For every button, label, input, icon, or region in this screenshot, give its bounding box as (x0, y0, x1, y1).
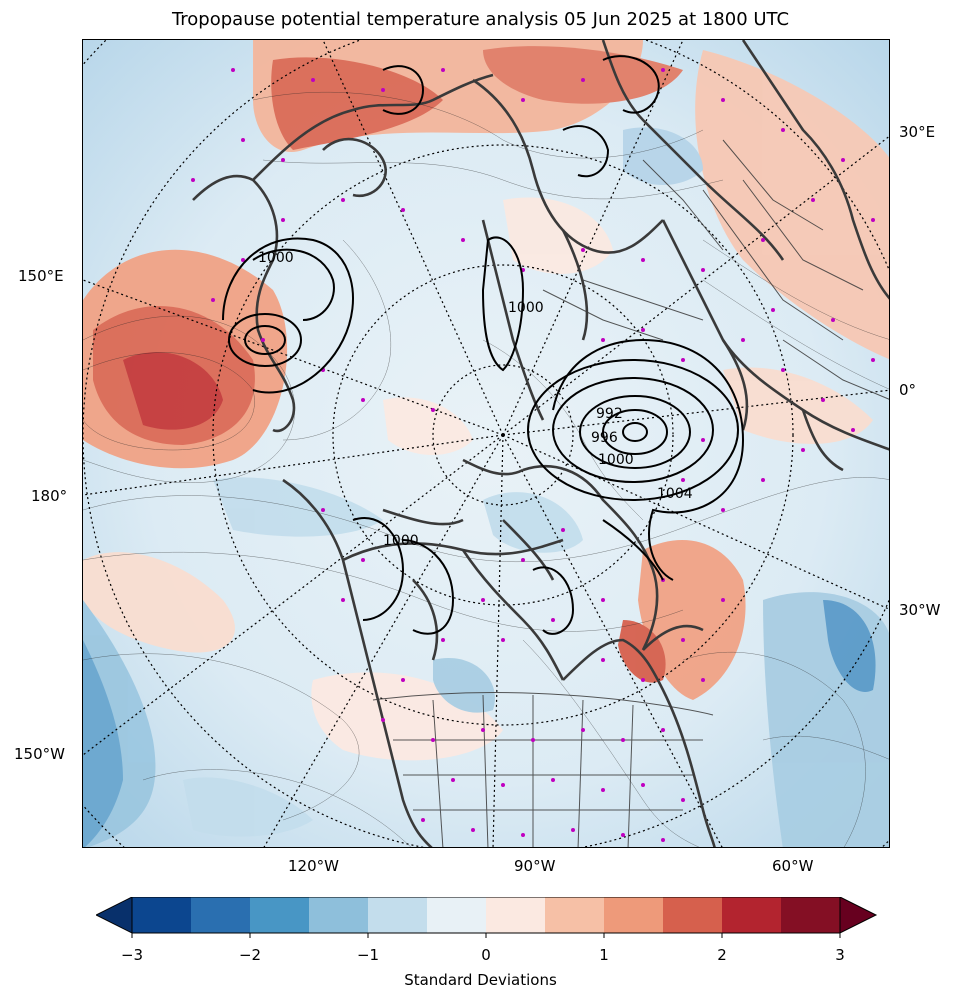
lon-label-150w: 150°W (14, 745, 65, 763)
colorbar-tick-label: 2 (717, 946, 727, 964)
colorbar-bin (663, 897, 723, 933)
isobar-label: 1000 (258, 250, 294, 266)
colorbar-bin (309, 897, 369, 933)
colorbar-bin (722, 897, 782, 933)
lon-label-150e: 150°E (18, 267, 64, 285)
colorbar (96, 897, 878, 938)
lon-label-60w: 60°W (772, 857, 814, 875)
colorbar-bin (781, 897, 841, 933)
graticule (83, 40, 889, 847)
map-canvas: 1004 992 996 1000 1000 1000 1000 (83, 40, 889, 847)
colorbar-tick-label: 3 (835, 946, 845, 964)
cool-anomaly-regions (83, 127, 889, 847)
colorbar-tick-label: 1 (599, 946, 609, 964)
colorbar-label: Standard Deviations (404, 971, 557, 989)
isobar-label: 1000 (598, 452, 634, 468)
coastlines (192, 40, 889, 847)
isobar-label: 1000 (508, 300, 544, 316)
colorbar-bin (368, 897, 428, 933)
colorbar-bin (191, 897, 251, 933)
lon-label-0: 0° (899, 381, 917, 399)
lon-label-90w: 90°W (514, 857, 556, 875)
isobar-label: 1004 (657, 486, 693, 502)
colorbar-bin (132, 897, 192, 933)
colorbar-bin (250, 897, 310, 933)
field-contours (83, 91, 889, 847)
colorbar-tick-label: −1 (356, 946, 380, 964)
lon-label-120w: 120°W (288, 857, 339, 875)
political-borders (372, 139, 889, 847)
colorbar-tick-label: −3 (120, 946, 144, 964)
colorbar-tick-label: 0 (481, 946, 491, 964)
isobar-label: 1000 (383, 533, 419, 549)
colorbar-bin (545, 897, 605, 933)
map-panel[interactable]: 1004 992 996 1000 1000 1000 1000 (82, 39, 890, 848)
station-markers (191, 68, 875, 842)
isobar-label: 992 (596, 406, 623, 422)
lon-label-30e: 30°E (899, 123, 936, 141)
colorbar-tick-label: −2 (238, 946, 262, 964)
lon-label-30w: 30°W (899, 601, 941, 619)
warm-anomaly-regions (83, 40, 889, 761)
lon-label-180: 180° (31, 487, 68, 505)
colorbar-bin (427, 897, 487, 933)
colorbar-bin (486, 897, 546, 933)
isobars (222, 55, 745, 635)
isobar-label: 996 (591, 430, 618, 446)
map-title: Tropopause potential temperature analysi… (171, 9, 790, 30)
colorbar-bin (604, 897, 664, 933)
